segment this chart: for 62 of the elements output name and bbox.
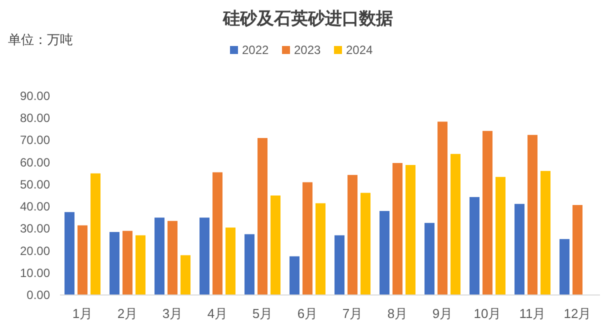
x-tick-label: 7月 <box>342 306 363 321</box>
bar <box>244 234 254 295</box>
legend-label: 2022 <box>242 43 270 57</box>
bar <box>348 174 358 295</box>
chart-title: 硅砂及石英砂进口数据 <box>222 9 393 28</box>
x-tick-label: 5月 <box>252 306 273 321</box>
x-tick-label: 10月 <box>474 306 502 321</box>
bar <box>540 170 550 295</box>
x-tick-label: 6月 <box>297 306 318 321</box>
x-tick-label: 2月 <box>117 306 138 321</box>
legend-label: 2023 <box>294 43 322 57</box>
bar <box>424 222 434 295</box>
text: 单位：万吨 <box>8 32 73 47</box>
bar <box>560 239 570 295</box>
y-tick-label: 80.00 <box>20 111 50 126</box>
y-tick-label: 70.00 <box>20 133 50 148</box>
bar <box>110 232 120 295</box>
bar <box>168 220 178 295</box>
bar <box>258 138 268 295</box>
y-tick-label: 90.00 <box>20 89 50 103</box>
bar <box>212 172 222 295</box>
bar <box>406 164 416 295</box>
bar <box>90 173 100 295</box>
bar <box>64 212 74 295</box>
x-tick-label: 12月 <box>564 306 592 321</box>
bar <box>360 192 370 295</box>
bar <box>496 176 506 295</box>
bar <box>154 218 164 295</box>
y-tick-label: 60.00 <box>20 155 50 170</box>
bar <box>470 197 480 295</box>
bar <box>302 182 312 295</box>
x-tick-label: 3月 <box>162 306 183 321</box>
y-tick-label: 50.00 <box>20 177 50 192</box>
x-tick-label: 1月 <box>72 306 93 321</box>
bar <box>122 230 132 295</box>
bar <box>180 255 190 295</box>
bar <box>482 130 492 295</box>
bar <box>270 196 280 295</box>
bar <box>392 162 402 295</box>
bar <box>438 122 448 295</box>
bar <box>528 134 538 295</box>
y-tick-label: 20.00 <box>20 244 50 258</box>
y-tick-label: 10.00 <box>20 266 50 280</box>
legend-label: 2024 <box>346 43 374 57</box>
bar <box>572 205 582 295</box>
bar <box>450 154 460 295</box>
bar <box>290 256 300 295</box>
x-tick-label: 9月 <box>432 306 453 321</box>
y-tick-label: 30.00 <box>20 222 50 236</box>
bar <box>226 228 236 295</box>
bar <box>334 235 344 295</box>
bar <box>200 218 210 295</box>
bar <box>380 210 390 295</box>
x-tick-label: 4月 <box>207 306 228 321</box>
bar <box>78 225 88 295</box>
bar <box>136 235 146 295</box>
y-tick-label: 0.00 <box>26 288 50 302</box>
bar <box>514 204 524 295</box>
x-tick-label: 8月 <box>387 306 408 321</box>
y-tick-label: 40.00 <box>20 200 50 214</box>
x-tick-label: 11月 <box>519 306 546 321</box>
bar <box>316 203 326 295</box>
